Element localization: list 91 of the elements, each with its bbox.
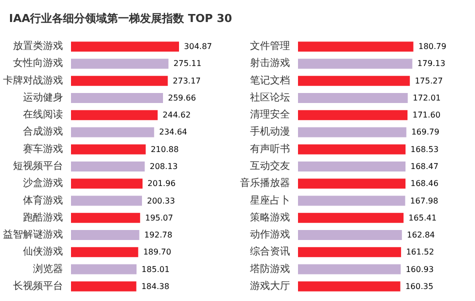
y-tick-label: 策略游戏 [250, 211, 290, 224]
y-tick-label: 游戏大厅 [250, 280, 290, 292]
data-label: 169.79 [411, 128, 440, 137]
data-label: 304.87 [184, 42, 212, 52]
bar [298, 196, 406, 206]
data-label: 208.13 [150, 162, 178, 171]
bar [71, 212, 140, 223]
bar [298, 92, 408, 103]
bar [298, 144, 406, 154]
bar [71, 162, 145, 172]
data-label: 210.88 [150, 144, 179, 154]
y-tick-label: 综合资讯 [250, 246, 290, 258]
y-tick-label: 女性向游戏 [13, 57, 63, 70]
y-tick-label: 益智解谜游戏 [3, 228, 63, 241]
data-label: 180.79 [418, 42, 446, 52]
data-label: 201.96 [148, 179, 176, 188]
y-tick-label: 手机动漫 [250, 126, 290, 138]
data-label: 195.07 [145, 213, 174, 222]
bar [298, 162, 406, 172]
y-tick-label: 卡牌对战游戏 [3, 74, 63, 86]
y-tick-label: 动作游戏 [250, 228, 290, 241]
data-label: 162.84 [406, 230, 435, 240]
bar [71, 110, 158, 120]
y-tick-label: 赛车游戏 [23, 142, 63, 155]
bar [298, 127, 406, 138]
bar [71, 144, 146, 154]
data-label: 273.17 [172, 76, 201, 86]
data-label: 184.38 [141, 282, 170, 291]
data-label: 234.64 [159, 128, 188, 137]
y-tick-label: 星座占卜 [250, 194, 290, 206]
data-label: 192.78 [144, 230, 172, 240]
y-tick-label: 互动交友 [250, 160, 290, 172]
bar [298, 42, 414, 52]
y-tick-label: 跑酷游戏 [23, 211, 63, 224]
bar [71, 247, 138, 258]
bar [298, 281, 400, 292]
bar [298, 247, 402, 258]
y-tick-label: 沙盒游戏 [23, 177, 63, 190]
bar [71, 178, 143, 189]
y-tick-label: 仙侠游戏 [23, 246, 63, 258]
y-tick-label: 合成游戏 [23, 126, 63, 138]
y-tick-label: 射击游戏 [250, 57, 290, 70]
data-label: 160.93 [406, 264, 434, 274]
bar [298, 58, 412, 69]
data-label: 171.60 [412, 110, 440, 120]
bar [71, 196, 142, 206]
bar [298, 178, 406, 189]
data-label: 200.33 [146, 196, 175, 206]
y-tick-label: 在线阅读 [23, 108, 63, 121]
bar [298, 230, 402, 240]
data-label: 168.53 [410, 144, 439, 154]
bar [71, 230, 140, 240]
bar [298, 110, 408, 120]
data-label: 179.13 [417, 59, 446, 68]
y-tick-label: 塔防游戏 [249, 262, 290, 275]
bar [71, 264, 137, 274]
bar [298, 212, 404, 223]
y-tick-label: 有声听书 [250, 142, 290, 155]
data-label: 168.46 [410, 179, 438, 188]
y-tick-label: 放置类游戏 [13, 40, 63, 52]
data-label: 189.70 [143, 248, 172, 257]
data-label: 172.01 [412, 93, 441, 102]
data-label: 259.66 [168, 93, 196, 102]
data-label: 168.47 [410, 162, 438, 171]
y-tick-label: 笔记文档 [250, 74, 290, 86]
bar [71, 281, 136, 292]
bar [71, 92, 163, 103]
data-label: 161.52 [406, 248, 434, 257]
chart-title: IAA行业各细分领域第一梯发展指数 TOP 30 [9, 12, 232, 25]
bar [71, 76, 168, 86]
bar [71, 127, 154, 138]
y-tick-label: 清理安全 [250, 108, 290, 121]
y-tick-label: 社区论坛 [250, 91, 290, 104]
data-label: 160.35 [405, 282, 434, 291]
y-tick-label: 文件管理 [250, 40, 290, 52]
bar [298, 76, 410, 86]
data-label: 244.62 [162, 110, 191, 120]
y-tick-label: 短视频平台 [13, 160, 63, 172]
y-tick-label: 长视频平台 [13, 280, 63, 292]
data-label: 165.41 [408, 213, 437, 222]
bar [298, 264, 401, 274]
data-label: 175.27 [414, 76, 443, 86]
data-label: 185.01 [142, 264, 170, 274]
bar [71, 58, 168, 69]
y-tick-label: 体育游戏 [23, 194, 63, 206]
data-label: 167.98 [410, 196, 438, 206]
y-tick-label: 音乐播放器 [240, 177, 290, 190]
bar [71, 42, 180, 52]
y-tick-label: 运动健身 [23, 91, 63, 104]
data-label: 275.11 [173, 59, 202, 68]
y-tick-label: 浏览器 [33, 262, 63, 275]
